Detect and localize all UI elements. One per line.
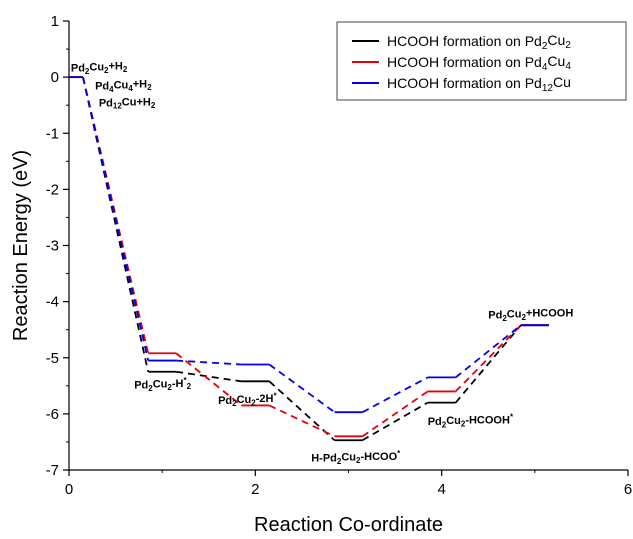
y-tick-label: -7 — [46, 462, 59, 479]
state-annotation: Pd2Cu2+HCOOH — [488, 308, 573, 323]
series-group — [69, 76, 549, 442]
y-tick-label: -2 — [46, 181, 59, 198]
connector-line — [455, 324, 522, 379]
y-tick-label: -3 — [46, 238, 59, 255]
state-annotation: Pd2Cu2-H*2 — [134, 376, 191, 393]
legend-box — [336, 21, 627, 101]
state-annotation: Pd2Cu2+H2 — [71, 61, 128, 76]
connector-line — [361, 390, 429, 438]
connector-line — [268, 363, 336, 413]
connector-line — [176, 359, 242, 366]
axes: 1 0 -1 -2 -3 -4 -5 -6 -7 0 2 4 6 Reaction Co-ordinate… — [10, 13, 632, 536]
connector-line — [454, 324, 522, 404]
state-annotation: Pd12Cu+H2 — [99, 96, 156, 110]
legend-entry: HCOOH formation on Pd12Cu — [387, 74, 571, 94]
connector-line — [82, 76, 150, 361]
x-tick-label: 0 — [65, 481, 73, 498]
series-2 — [69, 76, 549, 414]
connector-line — [175, 352, 242, 407]
y-tick-label: -4 — [46, 294, 59, 311]
connector-line — [268, 380, 336, 441]
legend-entry: HCOOH formation on Pd4Cu4 — [387, 53, 571, 73]
y-tick-label: -5 — [46, 350, 59, 367]
state-annotation: Pd2Cu2-2H* — [218, 391, 277, 408]
connector-line — [455, 324, 522, 393]
y-tick-label: -6 — [46, 406, 59, 423]
y-tick-label: 0 — [51, 69, 59, 86]
state-annotation: Pd4Cu4+H2 — [95, 79, 152, 94]
connector-line — [362, 401, 429, 442]
legend-entry: HCOOH formation on Pd2Cu2 — [387, 32, 571, 52]
connector-line — [362, 376, 429, 413]
x-tick-label: 2 — [251, 481, 259, 498]
x-axis-title: Reaction Co-ordinate — [254, 514, 443, 536]
x-tick-label: 6 — [624, 481, 632, 498]
connector-line — [82, 76, 150, 372]
connector-line — [176, 370, 242, 383]
annotation-group: Pd2Cu2+H2 Pd4Cu4+H2 Pd12Cu+H2 Pd2Cu2-H*2 Pd2… — [71, 61, 573, 466]
connector-line — [268, 404, 335, 438]
state-annotation: Pd2Cu2-HCOOH* — [428, 413, 514, 430]
y-tick-label: -1 — [46, 125, 59, 142]
x-tick-label: 4 — [437, 481, 445, 498]
y-tick-label: 1 — [51, 13, 59, 30]
state-annotation: H-Pd2Cu2-HCOO* — [311, 449, 401, 466]
y-axis-title: Reaction Energy (eV) — [10, 150, 32, 341]
